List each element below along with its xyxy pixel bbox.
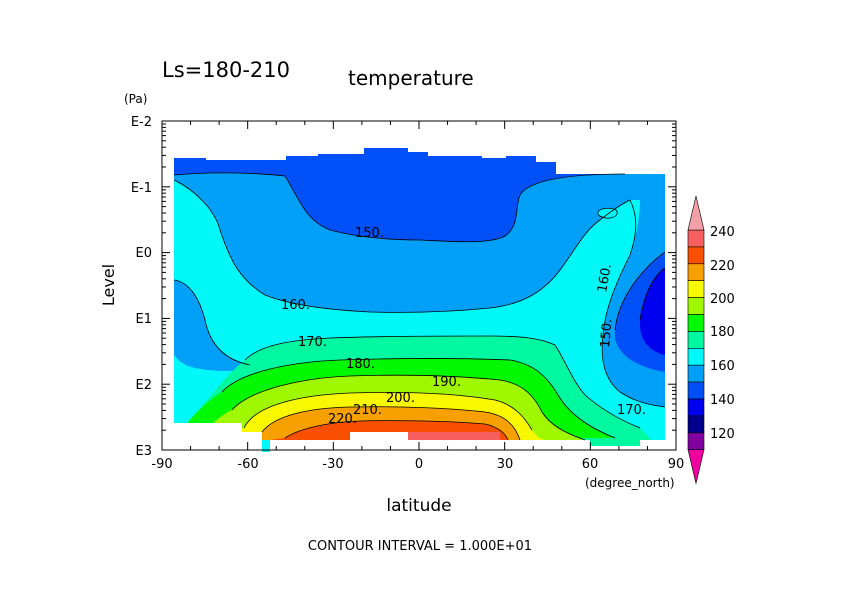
x-tick-label: -30 (322, 457, 343, 472)
season-subtitle: Ls=180-210 (162, 58, 290, 82)
x-tick-label: 30 (497, 457, 514, 472)
contour-label: 150. (355, 226, 384, 241)
colorbar-level-box (687, 229, 705, 248)
contour-value-labels: 150. 160. 170. 180. 190. 200. 210. 220. … (281, 226, 646, 427)
contour-label: 170. (617, 403, 646, 418)
x-tick-labels: -90 -60 -30 0 30 60 90 (151, 457, 684, 472)
missing-data-strip (270, 440, 676, 452)
colorbar-level-box (687, 415, 705, 434)
colorbar-level-box (687, 314, 705, 332)
band-140-150-right (639, 268, 665, 355)
y-tick-label: E-1 (131, 181, 152, 196)
colorbar-label: 240 (710, 225, 735, 240)
contour-label: 220. (328, 412, 357, 427)
colorbar-level-box (687, 331, 705, 349)
colorbar-upper-arrow (687, 195, 705, 231)
y-tick-label: E0 (136, 246, 153, 261)
x-tick-label: -90 (151, 457, 172, 472)
contour-lines (173, 172, 666, 441)
y-tick-label: E3 (136, 444, 153, 459)
y-tick-label: E2 (136, 378, 153, 393)
colorbar-label: 140 (710, 393, 735, 408)
contour-label: 160. (595, 263, 615, 294)
contour-label: 170. (298, 335, 327, 350)
colorbar-labels: 240 220 200 180 160 140 120 (710, 225, 735, 442)
colorbar-label: 180 (710, 325, 735, 340)
contour-interval-note: CONTOUR INTERVAL = 1.000E+01 (308, 539, 532, 554)
x-tick-label: 0 (415, 457, 423, 472)
x-tick-label: 60 (582, 457, 599, 472)
x-axis-ticks (161, 121, 677, 450)
contour-label: 190. (432, 375, 461, 390)
colorbar-level-box (687, 347, 705, 366)
band-230-240 (408, 432, 500, 440)
band-bottom-strip (590, 440, 640, 446)
missing-data-bottom (162, 423, 262, 452)
colorbar-level-box (687, 432, 705, 450)
y-tick-label: E-2 (131, 115, 152, 130)
colorbar (687, 195, 705, 484)
x-tick-label: 90 (668, 457, 685, 472)
colorbar-label: 120 (710, 427, 735, 442)
y-tick-label: E1 (136, 312, 153, 327)
colorbar-label: 200 (710, 292, 735, 307)
contour-label: 160. (281, 298, 310, 313)
colorbar-label: 220 (710, 259, 735, 274)
x-axis-label: latitude (386, 496, 451, 516)
chart-title: temperature (348, 66, 474, 90)
colorbar-level-box (687, 263, 705, 281)
contour-label: 150. (598, 318, 615, 348)
contour-label: 200. (386, 391, 415, 406)
colorbar-level-box (687, 364, 705, 383)
colorbar-level-box (687, 381, 705, 400)
colorbar-level-box (687, 280, 705, 298)
y-axis-unit: (Pa) (124, 92, 147, 106)
colorbar-label: 160 (710, 359, 735, 374)
x-axis-unit: (degree_north) (585, 476, 675, 490)
x-tick-label: -60 (237, 457, 258, 472)
y-axis-ticks (162, 123, 676, 451)
contour-label: 180. (346, 357, 375, 372)
colorbar-level-box (687, 246, 705, 265)
band-150-160-left (174, 280, 260, 371)
colorbar-level-box (687, 297, 705, 315)
colorbar-lower-arrow (687, 449, 705, 484)
contour-label: 210. (353, 403, 382, 418)
missing-data-bottom2 (350, 432, 408, 440)
y-tick-labels: E-2 E-1 E0 E1 E2 E3 (131, 115, 152, 459)
colorbar-level-box (687, 398, 705, 417)
y-axis-label: Level (99, 264, 118, 306)
temperature-contour-fill (162, 121, 676, 452)
